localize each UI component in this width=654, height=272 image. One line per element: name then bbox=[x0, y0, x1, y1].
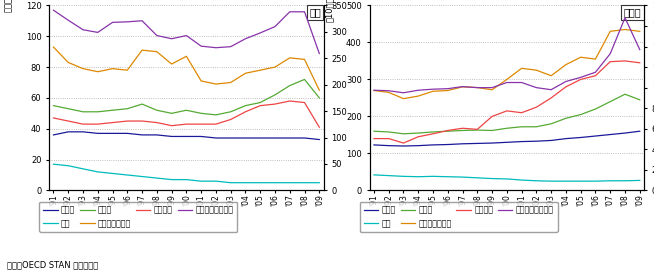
Legend: 食料品, 繊維, 化学品, 一般・電気機械, 輸送機械, 製造業計（右軸）: 食料品, 繊維, 化学品, 一般・電気機械, 輸送機械, 製造業計（右軸） bbox=[360, 202, 558, 232]
Legend: 食料品, 繊維, 化学品, 一般・電気機械, 輸送機械, 製造業計（右軸）: 食料品, 繊維, 化学品, 一般・電気機械, 輸送機械, 製造業計（右軸） bbox=[39, 202, 237, 232]
Text: 資料：OECD STAN から作成。: 資料：OECD STAN から作成。 bbox=[7, 260, 98, 269]
Text: 日本: 日本 bbox=[309, 7, 321, 17]
Text: ドイツ: ドイツ bbox=[624, 7, 642, 17]
Y-axis label: （10億ユーロ）: （10億ユーロ） bbox=[325, 0, 334, 22]
Y-axis label: （兆円）: （兆円） bbox=[5, 0, 13, 12]
